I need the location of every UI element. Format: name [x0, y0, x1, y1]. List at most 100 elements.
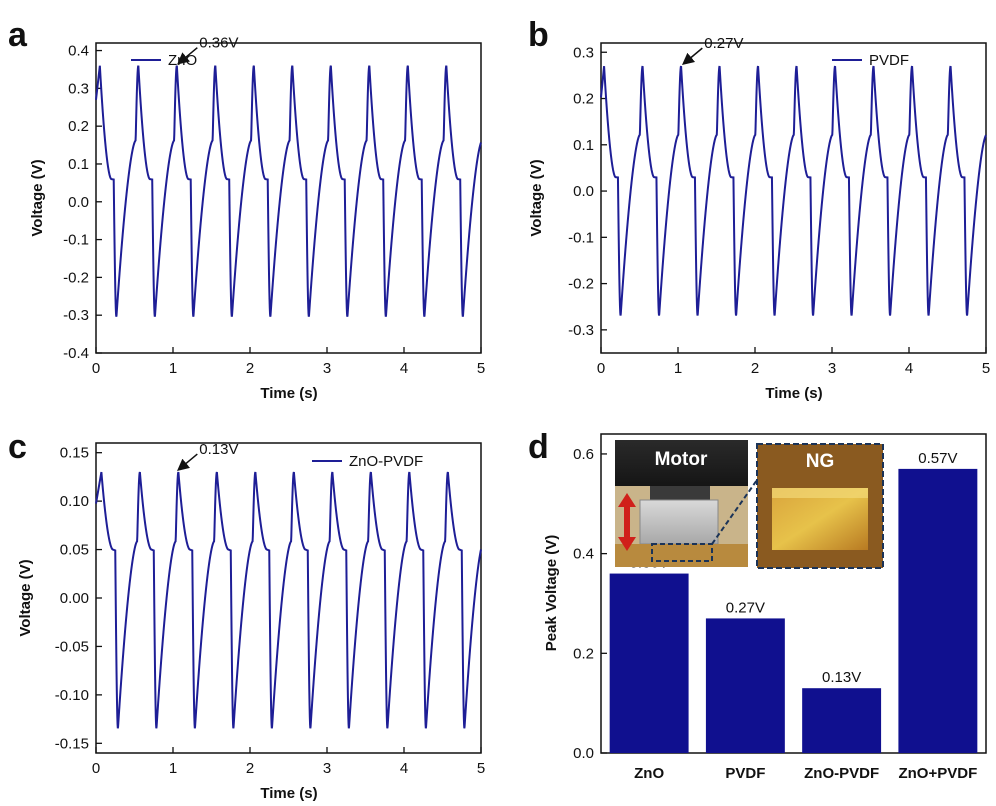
annotation-arrow-a [177, 47, 198, 65]
x-category-label: ZnO+PVDF [898, 765, 977, 782]
inset-label-motor: Motor [655, 449, 708, 470]
x-tick-label: 2 [246, 760, 254, 777]
bar-data-label: 0.57V [918, 450, 957, 467]
base-plate [615, 544, 748, 567]
tick-group-c: 0 1 2 3 4 5 -0.15 -0.10 -0.05 0.00 0.05 0.10 0.15 [55, 445, 485, 777]
y-tick-label: 0.1 [68, 156, 89, 173]
y-tick-label: 0.3 [573, 44, 594, 61]
annotation-label-b: 0.27V [704, 35, 743, 52]
x-tick-label: 4 [905, 360, 913, 377]
inset-photo-ng: NG [756, 443, 884, 569]
zoom-box [651, 543, 713, 562]
y-axis-label-d: Peak Voltage (V) [543, 535, 560, 651]
y-tick-label: 0.6 [573, 446, 594, 463]
tick-group-d: 0.0 0.2 0.4 0.6 ZnO PVDF ZnO-PVDF ZnO+PVDF [573, 446, 977, 782]
y-tick-label: 0.1 [573, 137, 594, 154]
y-tick-label: -0.2 [63, 269, 89, 286]
pressing-block [639, 499, 719, 545]
y-tick-label: -0.1 [568, 229, 594, 246]
bar [898, 468, 978, 753]
y-axis-label-c: Voltage (V) [17, 559, 34, 636]
x-category-label: ZnO-PVDF [804, 765, 879, 782]
y-tick-label: 0.00 [60, 590, 89, 607]
y-tick-label: 0.10 [60, 493, 89, 510]
motion-arrow-down-icon [618, 537, 636, 551]
y-tick-label: 0.0 [573, 183, 594, 200]
x-tick-label: 3 [323, 360, 331, 377]
inset-label-ng: NG [806, 451, 835, 472]
x-category-label: PVDF [725, 765, 765, 782]
y-axis-label-b: Voltage (V) [528, 159, 545, 236]
x-tick-label: 4 [400, 760, 408, 777]
series-line-zno [95, 65, 482, 317]
y-tick-label: -0.05 [55, 638, 89, 655]
x-tick-label: 0 [92, 360, 100, 377]
y-tick-label: -0.15 [55, 735, 89, 752]
y-tick-label: 0.2 [68, 118, 89, 135]
y-tick-label: 0.2 [573, 645, 594, 662]
plot-frame-a [95, 42, 482, 354]
annotation-arrow-b [682, 47, 703, 66]
inset-photo-motor: Motor [615, 440, 748, 567]
annotation-arrow-c [177, 453, 198, 471]
annotation-label-c: 0.13V [199, 441, 238, 458]
x-tick-label: 1 [169, 760, 177, 777]
x-tick-label: 4 [400, 360, 408, 377]
bar [609, 573, 689, 753]
bar-data-label: 0.13V [822, 669, 861, 686]
x-axis-label-a: Time (s) [260, 385, 317, 402]
y-tick-label: -0.4 [63, 345, 89, 362]
y-tick-label: -0.1 [63, 232, 89, 249]
ng-device [772, 488, 868, 550]
zoom-connector [711, 479, 758, 545]
bar [802, 688, 882, 753]
chart-panel-c: 0 1 2 3 4 5 -0.15 -0.10 -0.05 0.00 0.05 0.10 0.15 Zn… [17, 441, 485, 802]
y-tick-label: 0.4 [573, 546, 594, 563]
y-tick-label: 0.0 [68, 194, 89, 211]
y-tick-label: -0.3 [568, 322, 594, 339]
y-tick-label: 0.3 [68, 80, 89, 97]
panel-letter-c: c [8, 428, 27, 466]
y-tick-label: 0.4 [68, 43, 89, 60]
ng-electrode [772, 488, 868, 498]
chart-panel-b: 0 1 2 3 4 5 -0.3 -0.2 -0.1 0.0 0.1 0.2 0.3 PVDF 0.27… [528, 35, 990, 402]
series-line-zno-pvdf [95, 471, 482, 729]
motor-housing [615, 440, 748, 486]
x-axis-label-b: Time (s) [765, 385, 822, 402]
panel-letter-b: b [528, 16, 549, 54]
annotation-label-a: 0.36V [199, 35, 238, 52]
panel-letter-a: a [8, 16, 28, 54]
bar-data-label: 0.27V [726, 599, 765, 616]
tick-group-b: 0 1 2 3 4 5 -0.3 -0.2 -0.1 0.0 0.1 0.2 0.3 [568, 44, 990, 377]
x-category-label: ZnO [634, 765, 664, 782]
motor-shaft [650, 486, 710, 500]
x-tick-label: 1 [169, 360, 177, 377]
x-tick-label: 2 [246, 360, 254, 377]
y-axis-label-a: Voltage (V) [29, 159, 46, 236]
x-tick-label: 0 [597, 360, 605, 377]
x-tick-label: 5 [477, 760, 485, 777]
motion-arrow-up-icon [618, 493, 636, 507]
y-tick-label: 0.0 [573, 745, 594, 762]
tick-group-a: 0 1 2 3 4 5 -0.4 -0.3 -0.2 -0.1 0.0 0.1 0.2 0.3 0.4 [63, 43, 485, 377]
y-tick-label: 0.05 [60, 542, 89, 559]
y-tick-label: -0.2 [568, 276, 594, 293]
y-tick-label: -0.10 [55, 687, 89, 704]
y-tick-label: 0.15 [60, 445, 89, 462]
x-axis-label-c: Time (s) [260, 785, 317, 802]
x-tick-label: 2 [751, 360, 759, 377]
x-tick-label: 1 [674, 360, 682, 377]
bar [705, 618, 785, 753]
y-tick-label: -0.3 [63, 307, 89, 324]
x-tick-label: 0 [92, 760, 100, 777]
series-line-pvdf [600, 65, 987, 316]
y-tick-label: 0.2 [573, 91, 594, 108]
legend-label-pvdf: PVDF [869, 52, 909, 69]
x-tick-label: 5 [477, 360, 485, 377]
plot-frame-d [600, 433, 987, 754]
x-tick-label: 5 [982, 360, 990, 377]
